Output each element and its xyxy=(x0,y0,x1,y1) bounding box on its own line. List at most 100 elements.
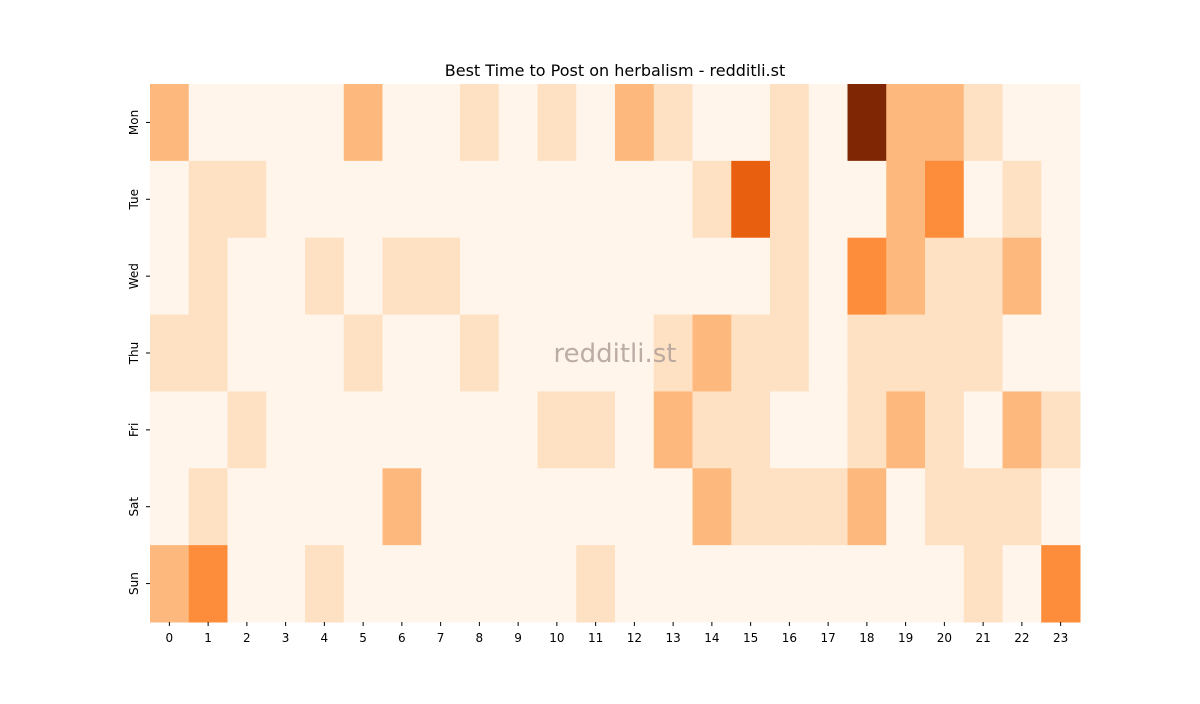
heat-cell xyxy=(963,545,1003,623)
heat-cell xyxy=(731,84,771,162)
heat-cell xyxy=(576,391,616,469)
heat-cell xyxy=(537,237,577,316)
heat-cell xyxy=(925,468,965,546)
x-tick-label: 13 xyxy=(665,631,680,645)
heat-cell xyxy=(305,314,345,392)
heat-cell xyxy=(576,84,616,162)
heat-cell xyxy=(150,468,190,546)
heat-cell xyxy=(421,160,461,239)
heat-cell xyxy=(498,160,538,239)
heat-cell xyxy=(963,468,1003,546)
heat-cell xyxy=(460,237,500,316)
heat-cell xyxy=(421,84,461,162)
heat-cell xyxy=(847,237,887,316)
heat-cell xyxy=(227,314,267,392)
heat-cell xyxy=(305,545,345,623)
heat-cell xyxy=(1041,468,1081,546)
heat-cell xyxy=(731,314,771,392)
heat-cell xyxy=(188,468,228,546)
heat-cell xyxy=(653,237,693,316)
heat-cell xyxy=(576,468,616,546)
x-tick-label: 2 xyxy=(243,631,251,645)
heat-cell xyxy=(150,545,190,623)
heat-cell xyxy=(227,391,267,469)
heat-cell xyxy=(537,468,577,546)
heat-cell xyxy=(886,237,926,316)
heat-cell xyxy=(615,468,655,546)
heat-cell xyxy=(692,468,732,546)
heat-cell xyxy=(421,468,461,546)
heat-cell xyxy=(808,84,848,162)
heat-cell xyxy=(692,237,732,316)
heat-cell xyxy=(266,160,306,239)
watermark: redditli.st xyxy=(554,339,677,369)
heat-cell xyxy=(188,545,228,623)
x-tick-label: 8 xyxy=(476,631,484,645)
heat-cell xyxy=(925,84,965,162)
heat-cell xyxy=(343,160,383,239)
heat-cell xyxy=(188,314,228,392)
heat-cell xyxy=(808,314,848,392)
heat-cell xyxy=(266,468,306,546)
heat-cell xyxy=(537,391,577,469)
x-tick-label: 9 xyxy=(514,631,522,645)
heat-cell xyxy=(653,84,693,162)
heat-cell xyxy=(460,391,500,469)
heat-cell xyxy=(460,545,500,623)
heat-cell xyxy=(382,237,422,316)
heat-cell xyxy=(925,237,965,316)
x-tick-label: 16 xyxy=(782,631,797,645)
heat-cell xyxy=(537,545,577,623)
heat-cell xyxy=(963,84,1003,162)
heat-cell xyxy=(343,237,383,316)
heat-cell xyxy=(576,545,616,623)
heat-cell xyxy=(421,237,461,316)
heat-cell xyxy=(150,84,190,162)
heat-cell xyxy=(925,545,965,623)
heat-cell xyxy=(615,545,655,623)
x-tick-label: 23 xyxy=(1053,631,1068,645)
heat-cell xyxy=(498,84,538,162)
heat-cell xyxy=(808,160,848,239)
heat-cell xyxy=(1002,314,1042,392)
heat-cell xyxy=(925,314,965,392)
heat-cell xyxy=(770,391,810,469)
heat-cell xyxy=(305,391,345,469)
chart-title: Best Time to Post on herbalism - redditl… xyxy=(445,61,785,80)
heat-cell xyxy=(886,84,926,162)
heat-cell xyxy=(150,314,190,392)
heat-cell xyxy=(576,314,616,392)
heat-cell xyxy=(808,468,848,546)
heat-cell xyxy=(343,391,383,469)
heat-cell xyxy=(305,237,345,316)
heat-cell xyxy=(770,468,810,546)
heat-cell xyxy=(460,160,500,239)
heat-cell xyxy=(1041,237,1081,316)
heat-cell xyxy=(343,314,383,392)
heat-cell xyxy=(615,391,655,469)
x-tick-label: 21 xyxy=(975,631,990,645)
x-tick-label: 7 xyxy=(437,631,445,645)
heat-cell xyxy=(886,314,926,392)
heat-cell xyxy=(808,391,848,469)
heat-cell xyxy=(770,237,810,316)
heat-cell xyxy=(653,160,693,239)
heat-cell xyxy=(731,237,771,316)
heat-cell xyxy=(925,160,965,239)
heat-cell xyxy=(808,237,848,316)
heat-cell xyxy=(227,84,267,162)
heat-cell xyxy=(188,391,228,469)
heat-cell xyxy=(692,160,732,239)
heat-cell xyxy=(1041,84,1081,162)
heat-cell xyxy=(731,545,771,623)
heat-cell xyxy=(421,314,461,392)
heat-cell xyxy=(886,160,926,239)
y-tick-label: Tue xyxy=(127,189,141,211)
heat-cell xyxy=(1041,314,1081,392)
x-tick-label: 20 xyxy=(937,631,952,645)
heat-cell xyxy=(770,545,810,623)
heat-cell xyxy=(615,160,655,239)
heat-cell xyxy=(731,160,771,239)
x-tick-label: 6 xyxy=(398,631,406,645)
heat-cell xyxy=(653,545,693,623)
